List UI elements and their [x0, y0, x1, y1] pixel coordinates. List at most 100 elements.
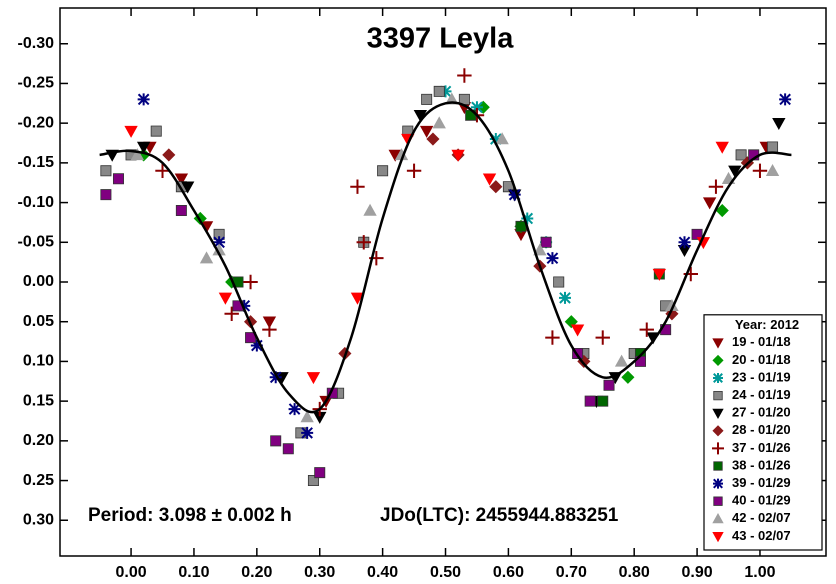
data-point — [595, 330, 610, 345]
data-point — [570, 324, 585, 337]
y-tick-label: -0.25 — [18, 75, 55, 92]
data-point — [243, 274, 258, 290]
data-point — [597, 395, 609, 407]
y-tick-label: 0.20 — [23, 432, 54, 449]
annotation: Period: 3.098 ± 0.002 h — [88, 505, 292, 526]
y-tick-label: -0.20 — [18, 114, 55, 131]
data-point — [426, 132, 440, 146]
x-tick-label: 0.20 — [241, 564, 272, 581]
data-point — [218, 292, 233, 305]
data-point — [100, 165, 112, 177]
data-point — [621, 370, 635, 384]
data-point — [433, 85, 445, 97]
legend: Year: 2012 19 - 01/18 20 - 01/18 23 - 01/19… — [703, 314, 823, 551]
data-point — [564, 315, 578, 329]
data-point — [301, 426, 314, 439]
y-tick-label: 0.15 — [23, 392, 54, 409]
data-point — [540, 236, 552, 248]
legend-marker — [712, 512, 724, 524]
data-point — [678, 236, 691, 249]
legend-marker — [712, 338, 724, 349]
data-point — [715, 141, 729, 154]
y-tick-label: 0.30 — [23, 511, 54, 528]
data-point — [439, 85, 452, 98]
annotation: JDo(LTC): 2455944.883251 — [380, 505, 619, 526]
data-point — [162, 148, 176, 162]
data-point — [458, 93, 470, 105]
data-point — [482, 173, 497, 186]
data-point — [702, 197, 717, 210]
data-point — [112, 173, 124, 185]
data-point — [735, 149, 747, 161]
data-point — [457, 68, 472, 83]
data-point — [489, 133, 502, 146]
data-point — [314, 467, 326, 479]
data-point — [419, 125, 434, 138]
data-point — [155, 163, 170, 179]
data-point — [779, 93, 792, 106]
data-point — [300, 410, 314, 423]
fit-curve — [99, 101, 792, 414]
data-point — [508, 188, 521, 201]
legend-marker — [713, 373, 723, 383]
legend-marker — [712, 354, 724, 366]
data-point — [432, 116, 446, 129]
data-point — [470, 101, 483, 114]
legend-label: 42 - 02/07 — [732, 510, 791, 525]
data-point — [546, 252, 559, 265]
data-point — [350, 292, 365, 305]
legend-box — [703, 314, 823, 551]
legend-label: 19 - 01/18 — [732, 334, 791, 349]
y-tick-label: -0.10 — [18, 194, 55, 211]
chart-title: 3397 Leyla — [367, 23, 515, 55]
data-point — [213, 228, 225, 240]
data-point — [752, 163, 768, 179]
data-point — [136, 141, 151, 154]
legend-title: Year: 2012 — [735, 317, 799, 332]
data-point — [553, 276, 565, 288]
data-point — [262, 322, 277, 337]
data-point — [180, 181, 195, 194]
data-point — [100, 189, 112, 201]
legend-marker — [713, 461, 723, 471]
data-point — [306, 372, 321, 385]
y-tick-label: -0.05 — [18, 234, 55, 251]
data-point — [377, 165, 389, 177]
data-point — [137, 93, 150, 106]
data-point — [545, 330, 560, 345]
data-point — [175, 205, 187, 217]
data-point — [269, 371, 282, 384]
data-point — [224, 306, 239, 321]
data-point — [124, 125, 138, 138]
y-tick-label: 0.05 — [23, 313, 54, 330]
data-point — [250, 339, 263, 352]
data-point — [150, 125, 162, 137]
y-tick-label: 0.10 — [23, 353, 54, 370]
x-tick-label: 0.40 — [367, 564, 398, 581]
data-point — [213, 236, 226, 249]
data-point — [421, 93, 433, 105]
x-tick-label: 1.00 — [744, 564, 775, 581]
legend-marker — [712, 408, 724, 420]
legend-label: 23 - 01/19 — [732, 369, 791, 384]
y-tick-label: -0.15 — [18, 154, 55, 171]
legend-label: 43 - 02/07 — [732, 528, 791, 543]
data-point — [495, 132, 509, 145]
legend-label: 24 - 01/19 — [732, 387, 791, 402]
legend-marker — [712, 442, 724, 455]
data-point — [614, 354, 629, 367]
legend-marker — [712, 532, 724, 543]
legend-label: 37 - 01/26 — [732, 440, 791, 455]
data-point — [521, 212, 534, 225]
x-tick-label: 0.60 — [493, 564, 524, 581]
data-point — [765, 163, 780, 177]
data-point — [767, 141, 779, 153]
legend-marker — [713, 390, 723, 401]
x-tick-label: 0.50 — [430, 564, 461, 581]
data-point — [238, 299, 251, 312]
data-point — [639, 322, 654, 337]
x-tick-label: 0.90 — [682, 564, 713, 581]
x-tick-label: 0.10 — [178, 564, 209, 581]
data-point — [772, 117, 786, 130]
